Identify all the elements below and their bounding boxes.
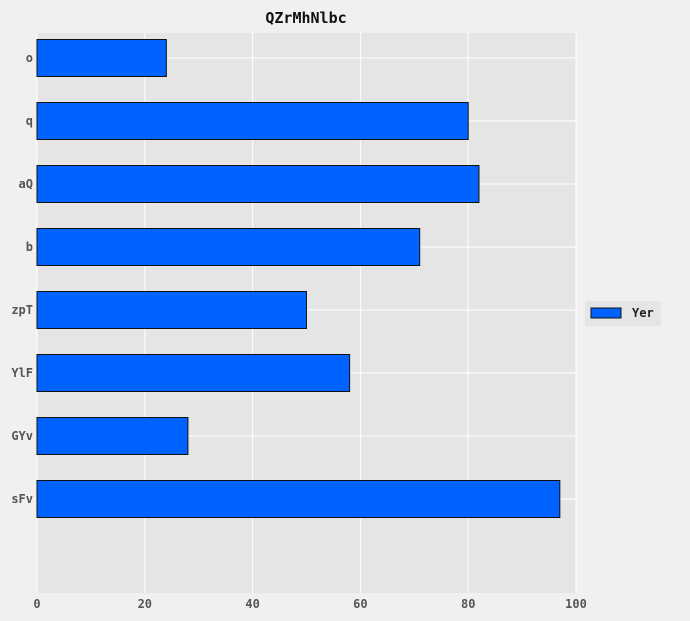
y-tick-label: b xyxy=(26,240,33,254)
bar-zpT[interactable] xyxy=(36,291,307,329)
y-tick-label: o xyxy=(26,51,33,65)
y-tick-label: GYv xyxy=(11,429,33,443)
bars xyxy=(36,39,561,518)
bar-GYv[interactable] xyxy=(36,417,189,455)
y-tick-label: aQ xyxy=(19,177,33,191)
x-tick-label: 20 xyxy=(138,597,152,611)
legend-box xyxy=(585,301,661,326)
bar-YlF[interactable] xyxy=(36,354,351,392)
y-tick-label: q xyxy=(26,114,33,128)
chart-title: QZrMhNlbc xyxy=(265,9,346,27)
legend-swatch xyxy=(590,307,622,319)
y-tick-label: sFv xyxy=(11,492,33,506)
x-tick-labels: 0 20 40 60 80 100 xyxy=(33,597,586,611)
x-tick-label: 40 xyxy=(245,597,259,611)
x-tick-label: 0 xyxy=(33,597,40,611)
bar-q[interactable] xyxy=(36,102,469,140)
x-tick-label: 80 xyxy=(461,597,475,611)
bar-b[interactable] xyxy=(36,228,421,266)
x-tick-label: 100 xyxy=(565,597,587,611)
bar-sFv[interactable] xyxy=(36,480,561,518)
bar-o[interactable] xyxy=(36,39,167,77)
y-tick-labels: o q aQ b zpT YlF GYv sFv xyxy=(11,51,33,506)
x-tick-label: 60 xyxy=(353,597,367,611)
y-tick-label: zpT xyxy=(11,303,33,317)
legend[interactable]: Yer xyxy=(585,301,661,326)
bar-aQ[interactable] xyxy=(36,165,480,203)
y-tick-label: YlF xyxy=(11,366,33,380)
legend-label-yer: Yer xyxy=(632,306,654,320)
